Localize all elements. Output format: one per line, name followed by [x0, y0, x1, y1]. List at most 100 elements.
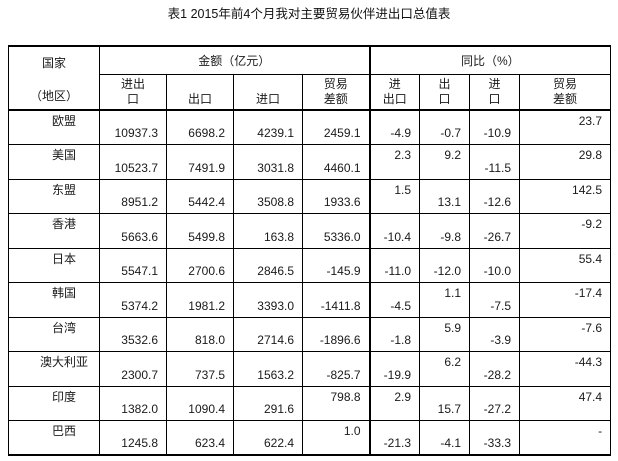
value-cell: -26.7 — [469, 213, 521, 249]
value-cell: 7491.9 — [166, 144, 234, 180]
table-row: 台湾 3532.6 818.0 2714.6 -1896.6 -1.8 5.9 -3.9 -7.… — [8, 316, 612, 352]
value-cell: -10.4 — [368, 213, 421, 249]
value-cell: 8951.2 — [99, 178, 167, 214]
value-cell: -12.0 — [419, 247, 471, 283]
country-cell: 欧盟 — [8, 109, 100, 145]
value-cell: 6698.2 — [166, 109, 234, 145]
value-cell: 623.4 — [166, 420, 234, 456]
value-cell: -17.4 — [519, 282, 612, 318]
table-body: 欧盟 10937.3 6698.2 4239.1 2459.1 -4.9 -0.7 -10.9… — [8, 109, 612, 456]
table-row: 美国 10523.7 7491.9 3031.8 4460.1 2.3 9.2 -11.5 29… — [8, 144, 612, 180]
sub-header-yoy-export: 出 口 — [419, 74, 471, 111]
value-cell: 5336.0 — [301, 213, 371, 249]
value-cell: 9.2 — [419, 144, 471, 180]
value-cell: 737.5 — [166, 351, 234, 387]
value-cell: 622.4 — [233, 420, 303, 456]
value-cell: 5.9 — [419, 316, 471, 352]
header-sub-row: 进出 口 出口 进口 贸易 差额 进 出口 出 口 进 口 贸易 差额 — [9, 74, 612, 111]
sub-header-yoy-balance: 贸易 差额 — [519, 74, 612, 111]
value-cell: -1.8 — [368, 316, 421, 352]
value-cell: 4239.1 — [233, 109, 303, 145]
value-cell: 1.0 — [301, 420, 371, 456]
value-cell: 5499.8 — [166, 213, 234, 249]
header-group-row: 国家 （地区） 金额（亿元） 同比（%） — [8, 45, 612, 111]
value-cell: 1933.6 — [301, 178, 371, 214]
value-cell: -11.5 — [469, 144, 521, 180]
value-cell: -0.7 — [419, 109, 471, 145]
value-cell: -11.0 — [368, 247, 421, 283]
value-cell: 5547.1 — [99, 247, 167, 283]
corner-header-line1: 国家 — [41, 56, 66, 70]
country-cell: 印度 — [8, 385, 100, 421]
value-cell: 10937.3 — [99, 109, 167, 145]
value-cell: 5374.2 — [99, 282, 167, 318]
value-cell: 3508.8 — [233, 178, 303, 214]
value-cell: 4460.1 — [301, 144, 371, 180]
value-cell: -1896.6 — [301, 316, 371, 352]
group-header-yoy: 同比（%） — [368, 45, 612, 76]
value-cell: 29.8 — [519, 144, 612, 180]
country-cell: 韩国 — [8, 282, 100, 318]
value-cell: 1090.4 — [166, 385, 234, 421]
table-header: 国家 （地区） 金额（亿元） 同比（%） 进出 口 出口 进口 贸易 差额 进 … — [8, 45, 612, 111]
group-header-amount: 金额（亿元） — [98, 45, 371, 76]
country-cell: 澳大利亚 — [8, 351, 100, 387]
value-cell: -33.3 — [469, 420, 521, 456]
value-cell: 5663.6 — [99, 213, 167, 249]
value-cell: 291.6 — [233, 385, 303, 421]
value-cell: 1382.0 — [99, 385, 167, 421]
table-row: 澳大利亚 2300.7 737.5 1563.2 -825.7 -19.9 6.2 -28.2… — [8, 351, 612, 387]
value-cell: 15.7 — [419, 385, 471, 421]
value-cell: -9.2 — [519, 213, 612, 249]
table-row: 香港 5663.6 5499.8 163.8 5336.0 -10.4 -9.8 -26.7-… — [8, 213, 612, 249]
value-cell: - — [519, 420, 612, 456]
value-cell: -21.3 — [368, 420, 421, 456]
value-cell: 2700.6 — [166, 247, 234, 283]
country-cell: 美国 — [8, 144, 100, 180]
table-row: 韩国 5374.2 1981.2 3393.0 -1411.8 -4.5 1.1 -7.5 -1… — [8, 282, 612, 318]
value-cell: 6.2 — [419, 351, 471, 387]
value-cell: 2.9 — [368, 385, 421, 421]
value-cell: 55.4 — [519, 247, 612, 283]
value-cell: 163.8 — [233, 213, 303, 249]
value-cell: 2714.6 — [233, 316, 303, 352]
country-cell: 日本 — [8, 247, 100, 283]
value-cell: 2846.5 — [233, 247, 303, 283]
value-cell: -7.5 — [469, 282, 521, 318]
value-cell: -7.6 — [519, 316, 612, 352]
value-cell: -10.0 — [469, 247, 521, 283]
value-cell: -12.6 — [469, 178, 521, 214]
value-cell: 1245.8 — [99, 420, 167, 456]
value-cell: 2459.1 — [301, 109, 371, 145]
value-cell: 1563.2 — [233, 351, 303, 387]
value-cell: -10.9 — [469, 109, 521, 145]
trade-table: 国家 （地区） 金额（亿元） 同比（%） 进出 口 出口 进口 贸易 差额 进 … — [8, 45, 612, 456]
value-cell: -1411.8 — [301, 282, 371, 318]
country-cell: 香港 — [8, 213, 100, 249]
value-cell: 2.3 — [368, 144, 421, 180]
corner-header-line2: （地区） — [29, 89, 78, 103]
sub-header-yoy-total: 进 出口 — [368, 74, 421, 111]
value-cell: -3.9 — [469, 316, 521, 352]
value-cell: 1.5 — [368, 178, 421, 214]
value-cell: 10523.7 — [99, 144, 167, 180]
table-row: 印度 1382.0 1090.4 291.6 798.8 2.9 15.7 -27.2 47.4 — [8, 385, 612, 421]
value-cell: 47.4 — [519, 385, 612, 421]
value-cell: 3031.8 — [233, 144, 303, 180]
value-cell: -44.3 — [519, 351, 612, 387]
corner-header-country: 国家 （地区） — [8, 45, 100, 111]
value-cell: -27.2 — [469, 385, 521, 421]
value-cell: 13.1 — [419, 178, 471, 214]
value-cell: 3532.6 — [99, 316, 167, 352]
sub-header-amount-export: 出口 — [166, 74, 234, 111]
value-cell: -9.8 — [419, 213, 471, 249]
value-cell: 2300.7 — [99, 351, 167, 387]
country-cell: 巴西 — [8, 420, 100, 456]
value-cell: 23.7 — [519, 109, 612, 145]
country-cell: 台湾 — [8, 316, 100, 352]
value-cell: -19.9 — [368, 351, 421, 387]
value-cell: -28.2 — [469, 351, 521, 387]
value-cell: -4.5 — [368, 282, 421, 318]
value-cell: 1981.2 — [166, 282, 234, 318]
